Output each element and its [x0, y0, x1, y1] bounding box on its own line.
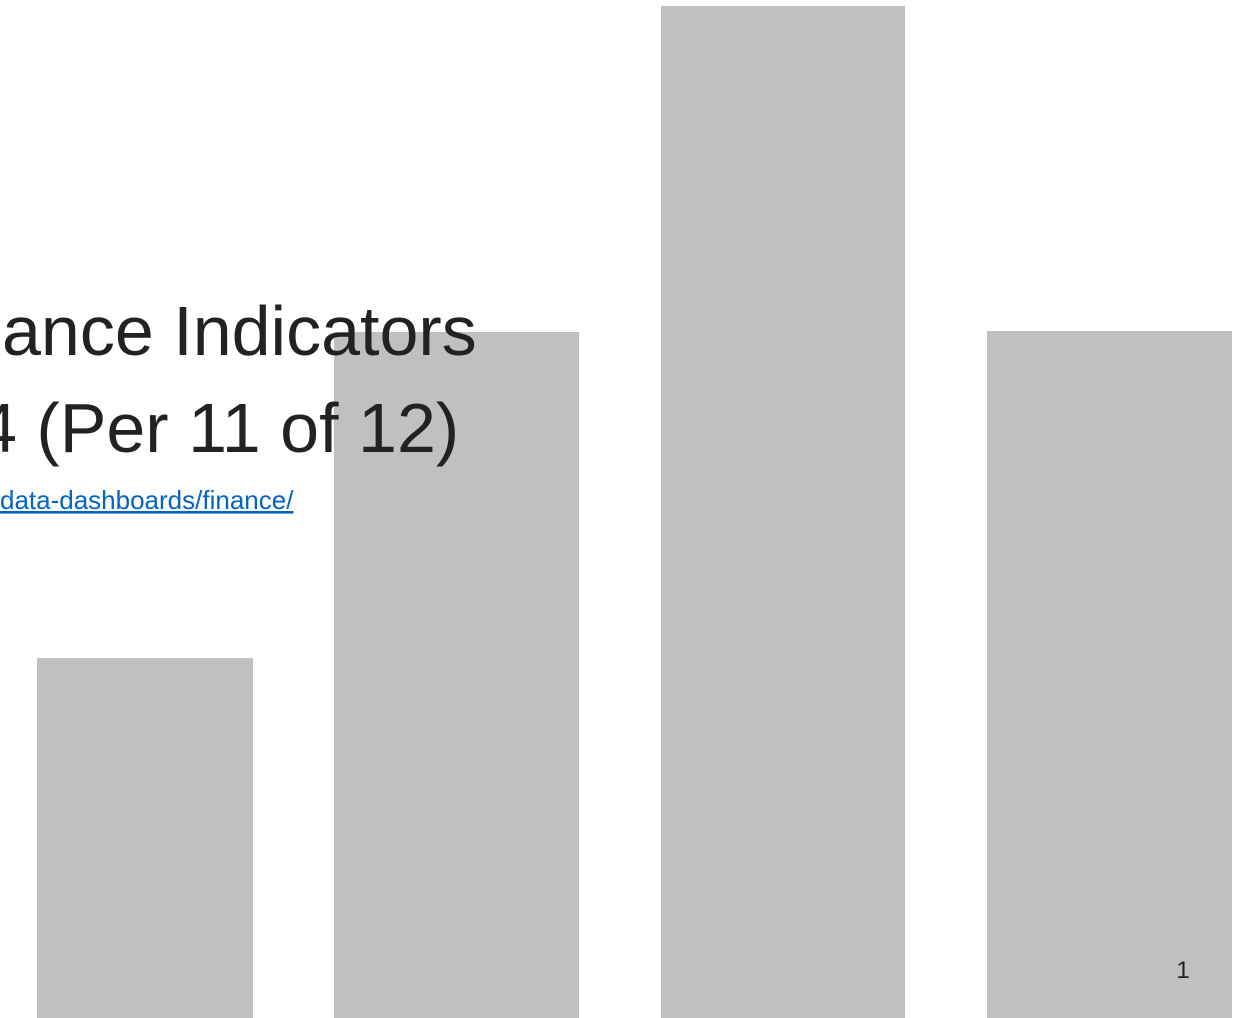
decor-bar [987, 331, 1232, 1018]
decor-bar [334, 332, 579, 1018]
decor-bar [661, 6, 905, 1018]
page-number: 1 [1176, 957, 1189, 984]
title-line: ance Indicators [2, 292, 477, 370]
decor-bar [37, 658, 253, 1018]
title-line: 4 (Per 11 of 12) [0, 389, 459, 467]
link[interactable]: data-dashboards/finance/ [0, 485, 294, 515]
